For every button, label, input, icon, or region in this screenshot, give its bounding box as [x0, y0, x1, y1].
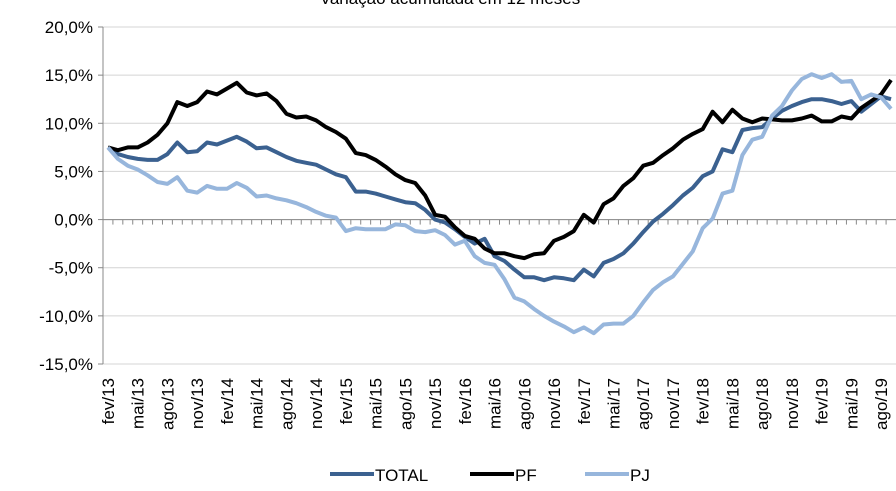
x-tick-label: fev/18	[694, 378, 713, 424]
series-line	[106, 94, 892, 283]
x-tick-label: ago/18	[753, 378, 772, 430]
y-tick-label: 10,0%	[45, 114, 93, 133]
x-tick-label: nov/15	[426, 378, 445, 429]
x-tick-label: fev/16	[456, 378, 475, 424]
x-tick-label: mai/18	[723, 378, 742, 429]
x-tick-label: mai/13	[129, 378, 148, 429]
chart-title: Variação acumulada em 12 meses	[320, 0, 581, 8]
y-tick-label: -10,0%	[39, 307, 93, 326]
y-tick-label: -5,0%	[49, 259, 93, 278]
x-tick-label: fev/19	[813, 378, 832, 424]
x-tick-label: ago/17	[634, 378, 653, 430]
series-line	[106, 72, 893, 336]
legend-label: TOTAL	[375, 466, 428, 485]
x-tick-label: nov/16	[545, 378, 564, 429]
y-tick-label: 15,0%	[45, 66, 93, 85]
x-tick-label: nov/17	[664, 378, 683, 429]
legend-label: PF	[515, 466, 537, 485]
x-tick-label: nov/14	[307, 378, 326, 429]
series-line	[107, 78, 893, 261]
x-tick-label: fev/14	[218, 378, 237, 424]
y-tick-label: 0,0%	[54, 211, 93, 230]
x-tick-label: ago/16	[515, 378, 534, 430]
x-tick-label: fev/13	[99, 378, 118, 424]
y-tick-label: -15,0%	[39, 355, 93, 374]
x-tick-label: mai/19	[842, 378, 861, 429]
x-tick-label: nov/13	[188, 378, 207, 429]
legend-label: PJ	[630, 466, 650, 485]
x-tick-label: ago/19	[872, 378, 891, 430]
x-tick-label: mai/16	[486, 378, 505, 429]
x-tick-label: mai/15	[367, 378, 386, 429]
x-tick-label: ago/15	[396, 378, 415, 430]
x-tick-label: fev/17	[575, 378, 594, 424]
x-tick-label: ago/13	[158, 378, 177, 430]
x-tick-label: mai/17	[604, 378, 623, 429]
x-tick-label: fev/15	[337, 378, 356, 424]
y-tick-label: 5,0%	[54, 162, 93, 181]
y-tick-label: 20,0%	[45, 18, 93, 37]
x-tick-label: nov/18	[783, 378, 802, 429]
x-tick-label: mai/14	[248, 378, 267, 429]
x-tick-label: ago/14	[277, 378, 296, 430]
